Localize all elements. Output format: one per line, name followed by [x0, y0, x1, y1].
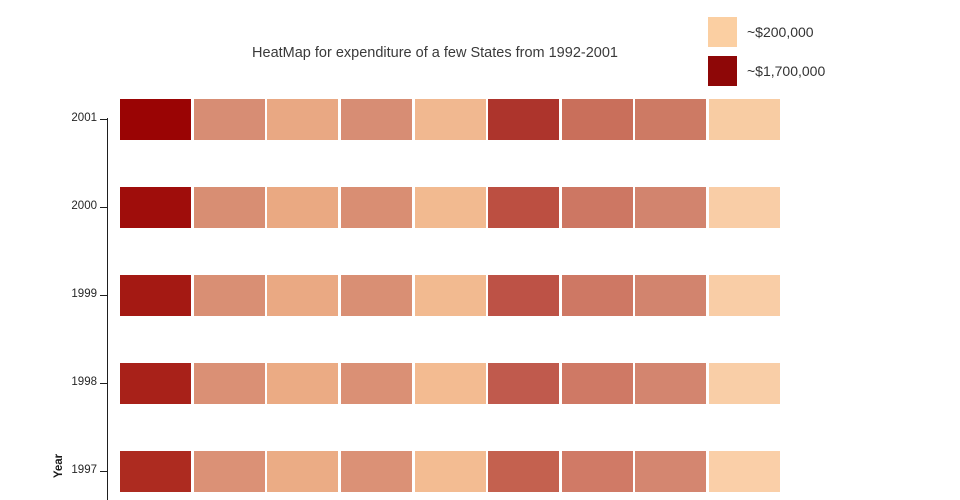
- heatmap-cell-1997-col4: [340, 451, 412, 492]
- heatmap-cell-1997-col5: [414, 451, 486, 492]
- heatmap-cell-2001-col5: [414, 99, 486, 140]
- heatmap-cell-1997-col2: [193, 451, 265, 492]
- heatmap-cell-2001-col9: [709, 99, 781, 140]
- heatmap-cell-1998-col1: [120, 363, 191, 404]
- heatmap-cell-2001-col1: [120, 99, 191, 140]
- legend-label-low: ~$200,000: [747, 24, 814, 40]
- y-tick-mark: [100, 471, 108, 473]
- heatmap-cell-2000-col5: [414, 187, 486, 228]
- heatmap-cell-1998-col6: [488, 363, 560, 404]
- heatmap-cell-2001-col4: [340, 99, 412, 140]
- heatmap-cell-2001-col6: [488, 99, 560, 140]
- heatmap-cell-1997-col1: [120, 451, 191, 492]
- heatmap-cell-1999-col5: [414, 275, 486, 316]
- heatmap-cell-1998-col9: [709, 363, 781, 404]
- legend-label-high: ~$1,700,000: [747, 63, 826, 79]
- heatmap-cell-1997-col6: [488, 451, 560, 492]
- y-tick-label-2001: 2001: [71, 112, 97, 124]
- heatmap-cell-1998-col7: [561, 363, 633, 404]
- heatmap-cell-2000-col4: [340, 187, 412, 228]
- legend-swatch-high-icon: [708, 56, 737, 86]
- heatmap-cell-2000-col6: [488, 187, 560, 228]
- heatmap-cell-1999-col9: [709, 275, 781, 316]
- heatmap-cell-1999-col2: [193, 275, 265, 316]
- heatmap-cell-2001-col2: [193, 99, 265, 140]
- heatmap-cell-2000-col9: [709, 187, 781, 228]
- y-tick-label-1998: 1998: [71, 376, 97, 388]
- heatmap-cell-1998-col2: [193, 363, 265, 404]
- y-tick-label-1999: 1999: [71, 288, 97, 300]
- heatmap-cell-1997-col7: [561, 451, 633, 492]
- heatmap-cell-1998-col5: [414, 363, 486, 404]
- legend-swatch-low-icon: [708, 17, 737, 47]
- heatmap-cell-1997-col3: [267, 451, 339, 492]
- heatmap-cell-2000-col2: [193, 187, 265, 228]
- heatmap-cell-1999-col6: [488, 275, 560, 316]
- y-tick-mark: [100, 383, 108, 385]
- heatmap-cell-1998-col4: [340, 363, 412, 404]
- heatmap-cell-1999-col3: [267, 275, 339, 316]
- heatmap-cell-1999-col4: [340, 275, 412, 316]
- chart-title: HeatMap for expenditure of a few States …: [252, 45, 618, 61]
- heatmap-cell-2000-col3: [267, 187, 339, 228]
- heatmap-cell-1999-col7: [561, 275, 633, 316]
- heatmap-cell-1997-col8: [635, 451, 707, 492]
- y-axis-line: [107, 118, 109, 500]
- heatmap-cell-1998-col3: [267, 363, 339, 404]
- heatmap-cell-2000-col7: [561, 187, 633, 228]
- y-tick-mark: [100, 207, 108, 209]
- y-tick-mark: [100, 119, 108, 121]
- heatmap-cell-2001-col7: [561, 99, 633, 140]
- heatmap-cell-2000-col1: [120, 187, 191, 228]
- y-tick-mark: [100, 295, 108, 297]
- heatmap-cell-1997-col9: [709, 451, 781, 492]
- heatmap-cell-1999-col8: [635, 275, 707, 316]
- y-tick-label-1997: 1997: [71, 464, 97, 476]
- heatmap-cell-1999-col1: [120, 275, 191, 316]
- heatmap-cell-2001-col3: [267, 99, 339, 140]
- y-tick-label-2000: 2000: [71, 200, 97, 212]
- heatmap-cell-1998-col8: [635, 363, 707, 404]
- y-axis-title: Year: [53, 453, 65, 479]
- heatmap-cell-2000-col8: [635, 187, 707, 228]
- heatmap-cell-2001-col8: [635, 99, 707, 140]
